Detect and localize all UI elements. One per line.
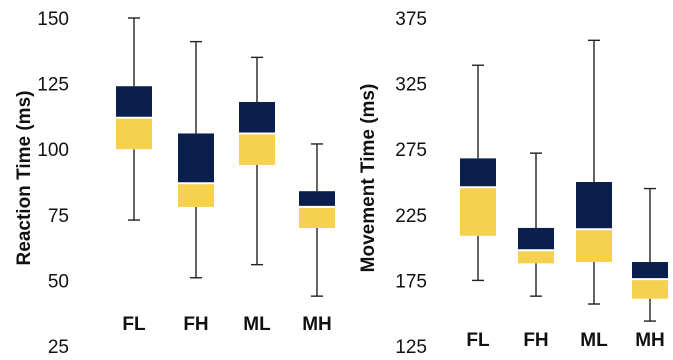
y-axis-title-movement: Movement Time (ms) [358,84,379,273]
movement-category-label: ML [580,330,608,351]
reaction-fh-upper-box [178,133,214,184]
reaction-category-label: FH [183,314,208,335]
movement-category-label: FH [523,330,548,351]
movement-time-chart: Movement Time (ms) 125 175 225 275 325 375 FL F… [358,9,668,358]
reaction-ml-upper-box [239,101,275,134]
reaction-mh-upper-box [299,191,335,207]
movement-fh-upper-box [518,227,554,251]
movement-ml-upper-box [576,182,612,230]
movement-mh-upper-box [632,262,668,280]
movement-y-tick-label: 125 [395,337,427,358]
reaction-fh-lower-box [178,183,214,207]
reaction-mh-lower-box [299,206,335,228]
movement-y-tick-label: 375 [395,9,427,30]
movement-y-tick-label: 325 [395,75,427,96]
movement-ml-lower-box [576,229,612,263]
reaction-y-tick-label: 100 [37,140,69,161]
movement-fl-upper-box [460,158,496,188]
movement-category-label: MH [635,330,665,351]
reaction-fl-upper-box [116,86,152,118]
reaction-y-tick-label: 125 [37,75,69,96]
reaction-fl-lower-box [116,117,152,150]
movement-y-tick-label: 275 [395,140,427,161]
reaction-y-tick-label: 75 [48,206,69,227]
reaction-time-chart: Reaction Time (ms) 25 50 75 100 125 150 FL FH ML… [14,9,335,358]
movement-fl-lower-box [460,187,496,236]
reaction-y-tick-label: 150 [37,9,69,30]
reaction-category-label: MH [302,314,332,335]
reaction-y-tick-label: 50 [48,271,69,292]
reaction-y-tick-label: 25 [48,337,69,358]
movement-y-tick-label: 225 [395,206,427,227]
movement-mh-lower-box [632,279,668,299]
y-axis-title-reaction: Reaction Time (ms) [14,91,35,266]
reaction-category-label: FL [122,314,146,335]
movement-fh-lower-box [518,250,554,264]
movement-category-label: FL [466,330,490,351]
reaction-category-label: ML [243,314,271,335]
reaction-ml-lower-box [239,133,275,165]
movement-y-tick-label: 175 [395,271,427,292]
